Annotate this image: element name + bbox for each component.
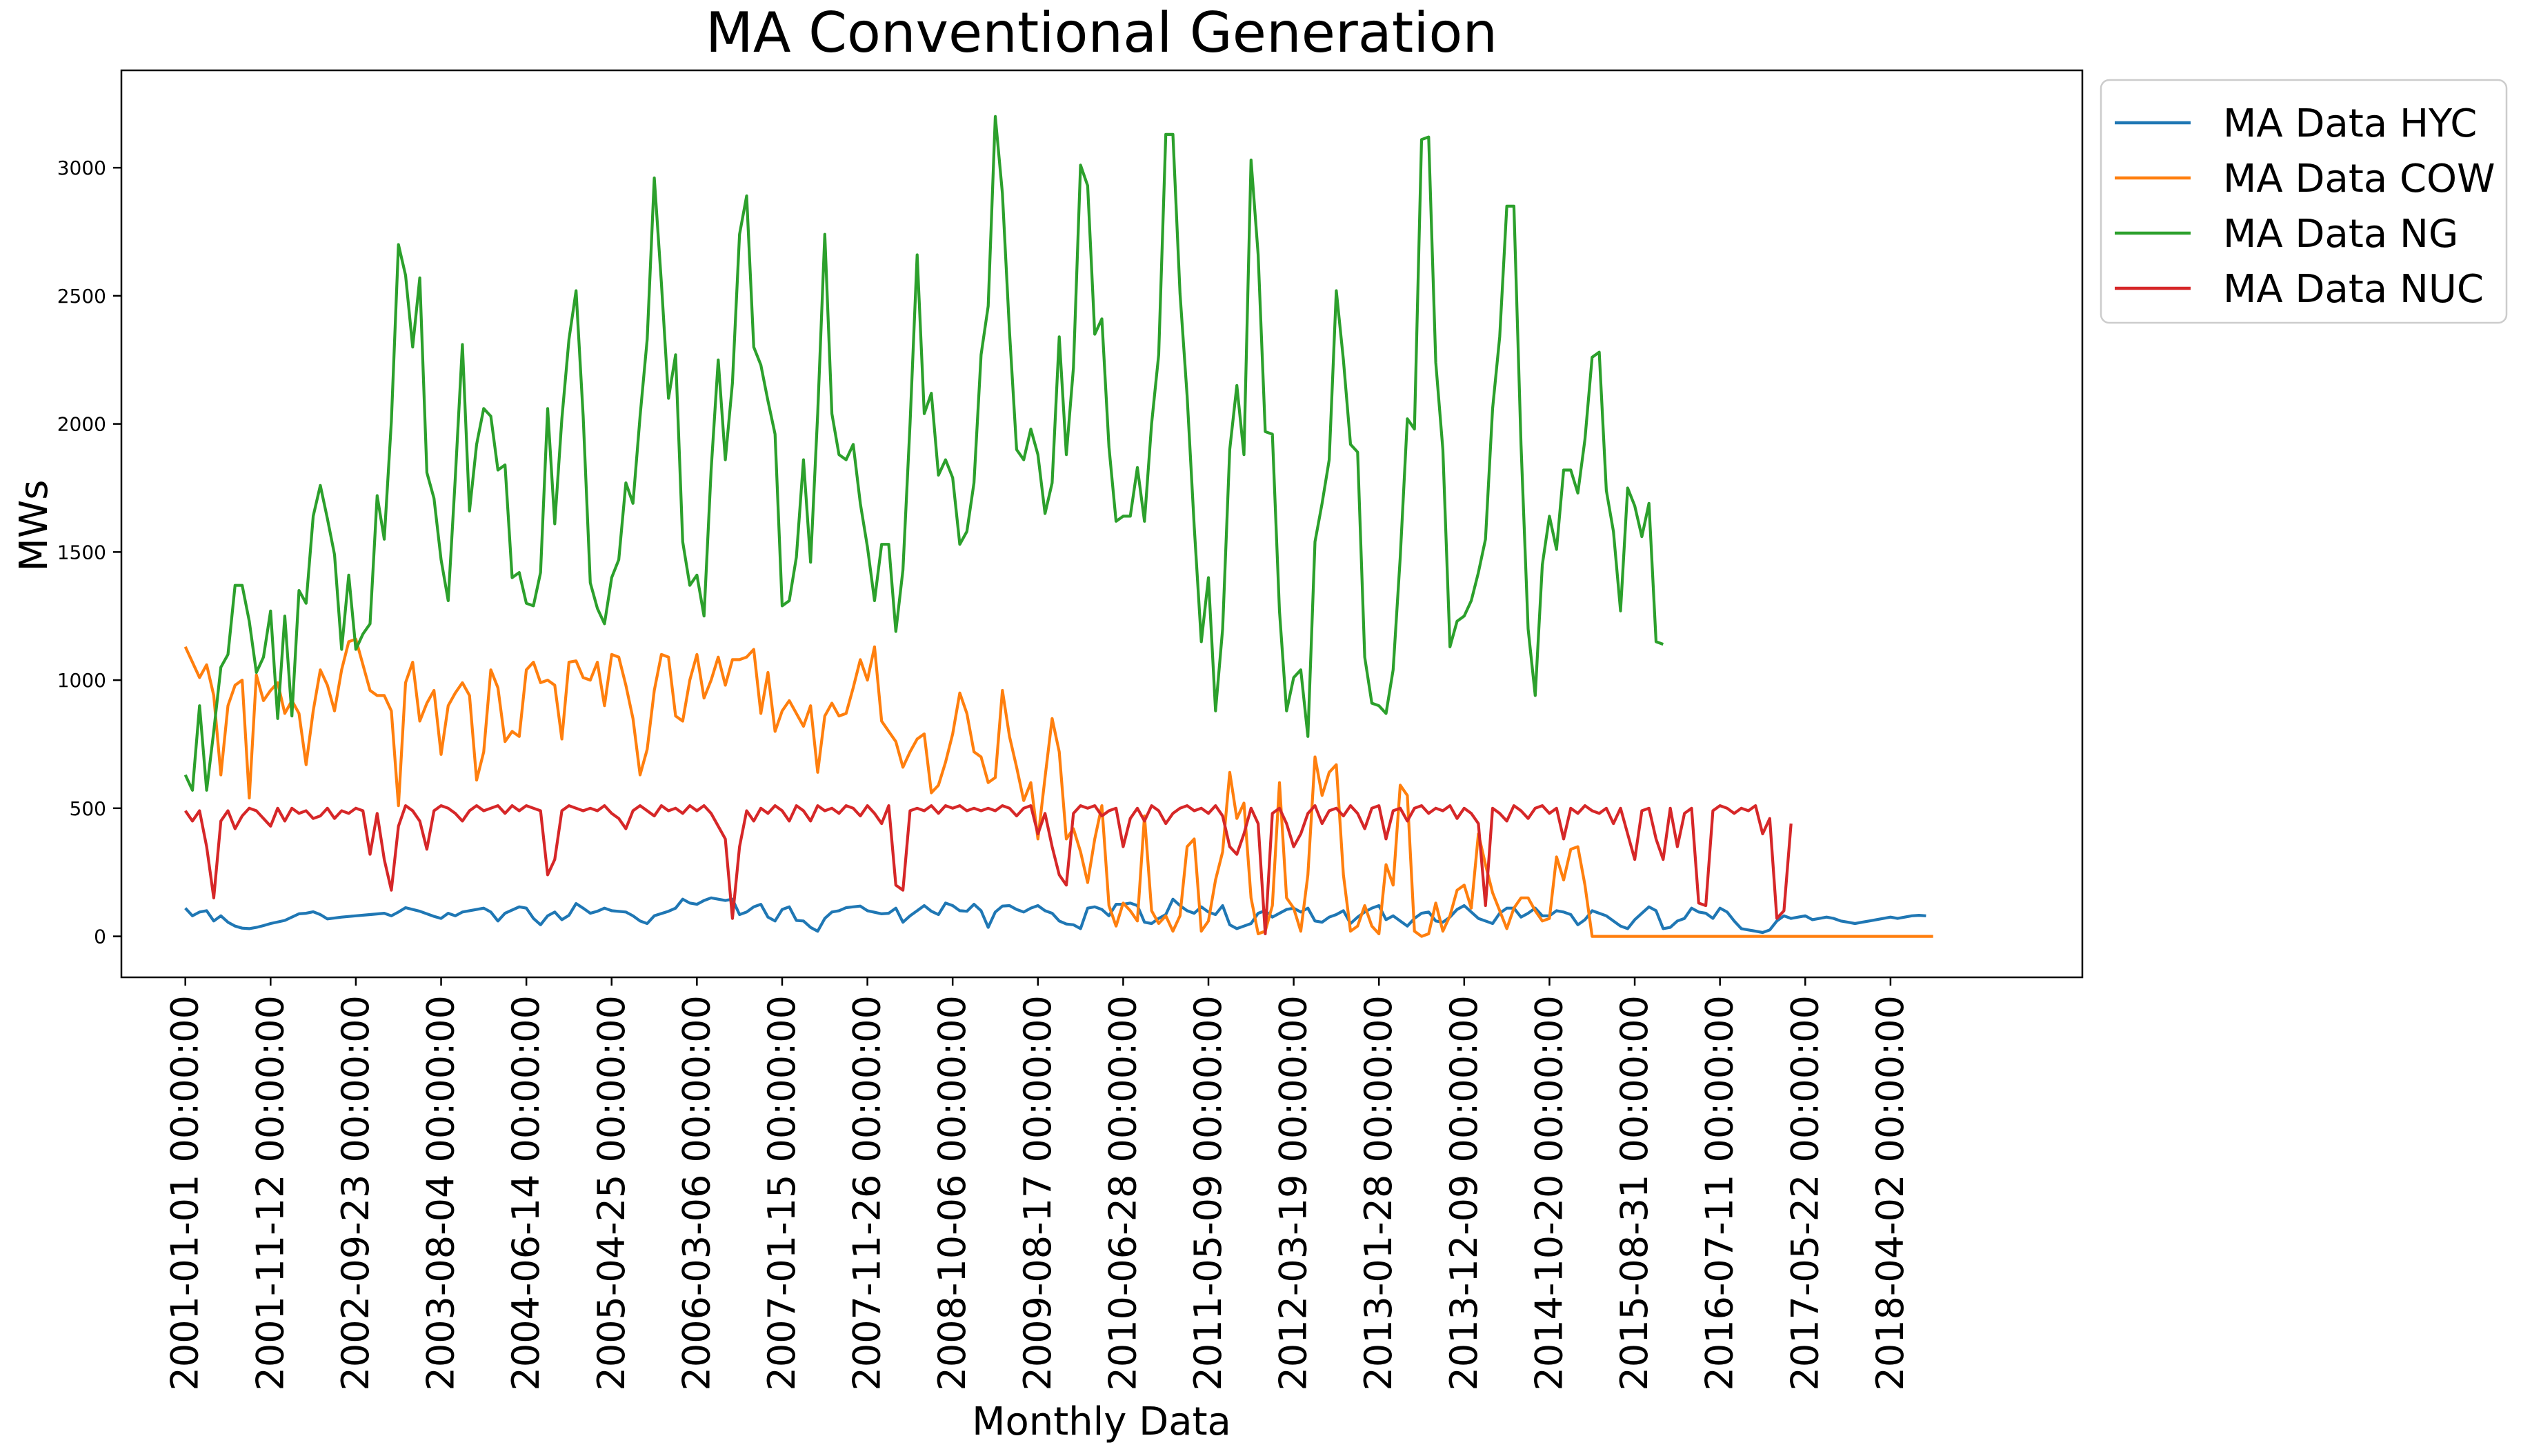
- x-tick-label: 2011-05-09 00:00:00: [1186, 995, 1230, 1391]
- legend-entries: MA Data HYC MA Data COW MA Data NG MA Data …: [2115, 101, 2495, 312]
- series-line-ma-data-ng: [183, 114, 1664, 792]
- x-tick-label: 2013-12-09 00:00:00: [1442, 995, 1486, 1391]
- x-tick-label: 2002-09-23 00:00:00: [334, 995, 377, 1391]
- chart-title: MA Conventional Generation: [706, 1, 1497, 65]
- y-axis: 0 500 1000 1500 2000 2500 3000: [57, 157, 121, 948]
- x-tick-label: 2015-08-31 00:00:00: [1613, 995, 1656, 1391]
- x-axis-label: Monthly Data: [972, 1399, 1231, 1444]
- x-axis: 2001-01-01 00:00:00 2001-11-12 00:00:00 20…: [163, 977, 1912, 1391]
- y-tick-label: 2000: [57, 413, 106, 436]
- series-layer: [183, 114, 1933, 938]
- x-tick-label: 2004-06-14 00:00:00: [504, 995, 548, 1391]
- x-tick-label: 2005-04-25 00:00:00: [590, 995, 633, 1391]
- x-tick-label: 2001-11-12 00:00:00: [248, 995, 292, 1391]
- x-tick-label: 2013-01-28 00:00:00: [1357, 995, 1400, 1391]
- x-tick-label: 2008-10-06 00:00:00: [930, 995, 974, 1391]
- x-tick-label: 2017-05-22 00:00:00: [1783, 995, 1826, 1391]
- x-tick-label: 2010-06-28 00:00:00: [1101, 995, 1144, 1391]
- legend-label-ma-data-ng: MA Data NG: [2223, 212, 2458, 257]
- x-tick-label: 2003-08-04 00:00:00: [419, 995, 463, 1391]
- x-tick-label: 2009-08-17 00:00:00: [1016, 995, 1059, 1391]
- legend-label-ma-data-cow: MA Data COW: [2223, 157, 2495, 201]
- legend: MA Data HYC MA Data COW MA Data NG MA Data …: [2100, 79, 2508, 324]
- x-tick-label: 2001-01-01 00:00:00: [163, 995, 207, 1391]
- x-tick-label: 2018-04-02 00:00:00: [1869, 995, 1912, 1391]
- y-tick-label: 1500: [57, 541, 106, 564]
- legend-label-ma-data-hyc: MA Data HYC: [2223, 101, 2477, 146]
- x-tick-label: 2014-10-20 00:00:00: [1527, 995, 1571, 1391]
- x-tick-label: 2007-11-26 00:00:00: [846, 995, 889, 1391]
- series-line-ma-data-cow: [183, 637, 1933, 938]
- series-line-ma-data-hyc: [184, 896, 1926, 935]
- axes-frame: [120, 69, 2084, 979]
- x-tick-label: 2007-01-15 00:00:00: [760, 995, 804, 1391]
- y-tick-label: 3000: [57, 157, 106, 179]
- y-tick-label: 500: [70, 797, 106, 820]
- plot-area: [120, 69, 2084, 979]
- y-tick-label: 0: [94, 926, 106, 948]
- y-tick-label: 1000: [57, 669, 106, 692]
- x-tick-label: 2006-03-06 00:00:00: [675, 995, 718, 1391]
- legend-label-ma-data-nuc: MA Data NUC: [2223, 267, 2484, 312]
- legend-box: [2100, 79, 2508, 324]
- series-line-ma-data-nuc: [183, 804, 1793, 936]
- y-axis-label: MWs: [12, 480, 57, 572]
- x-tick-label: 2012-03-19 00:00:00: [1272, 995, 1315, 1391]
- y-tick-label: 2500: [57, 285, 106, 308]
- x-tick-label: 2016-07-11 00:00:00: [1698, 995, 1742, 1391]
